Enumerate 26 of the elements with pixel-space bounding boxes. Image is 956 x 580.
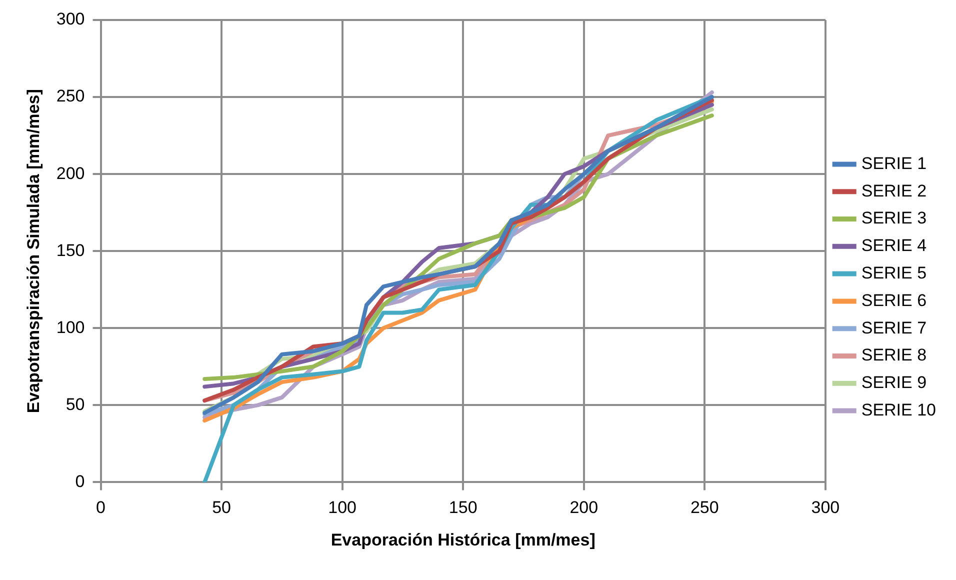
legend-label: SERIE 9 — [861, 373, 927, 392]
y-tick-label: 200 — [56, 164, 85, 183]
legend-label: SERIE 8 — [861, 346, 927, 365]
x-axis-title: Evaporación Histórica [mm/mes] — [330, 530, 596, 550]
y-axis-title: Evapotranspiración Simulada [mm/mes] — [24, 89, 43, 414]
x-tick-label: 50 — [212, 498, 232, 518]
y-tick-label: 250 — [56, 86, 85, 106]
x-tick-label: 200 — [570, 498, 598, 518]
legend-label: SERIE 6 — [861, 290, 927, 310]
y-tick-label: 50 — [66, 394, 85, 414]
x-tick-label: 150 — [448, 498, 478, 518]
legend-label: SERIE 4 — [861, 236, 927, 256]
x-tick-label: 300 — [811, 498, 840, 518]
y-tick-label: 300 — [56, 10, 85, 29]
legend-label: SERIE 10 — [861, 400, 936, 420]
y-tick-label: 150 — [56, 240, 85, 260]
legend-label: SERIE 7 — [861, 318, 927, 338]
y-tick-label: 0 — [75, 472, 85, 491]
legend-label: SERIE 1 — [861, 154, 927, 173]
legend-label: SERIE 5 — [861, 263, 927, 282]
x-tick-label: 0 — [96, 498, 106, 518]
x-tick-label: 100 — [328, 498, 357, 518]
y-tick-label: 100 — [56, 318, 85, 337]
legend-label: SERIE 2 — [861, 181, 927, 200]
legend-label: SERIE 3 — [861, 208, 927, 228]
x-tick-label: 250 — [690, 498, 719, 518]
